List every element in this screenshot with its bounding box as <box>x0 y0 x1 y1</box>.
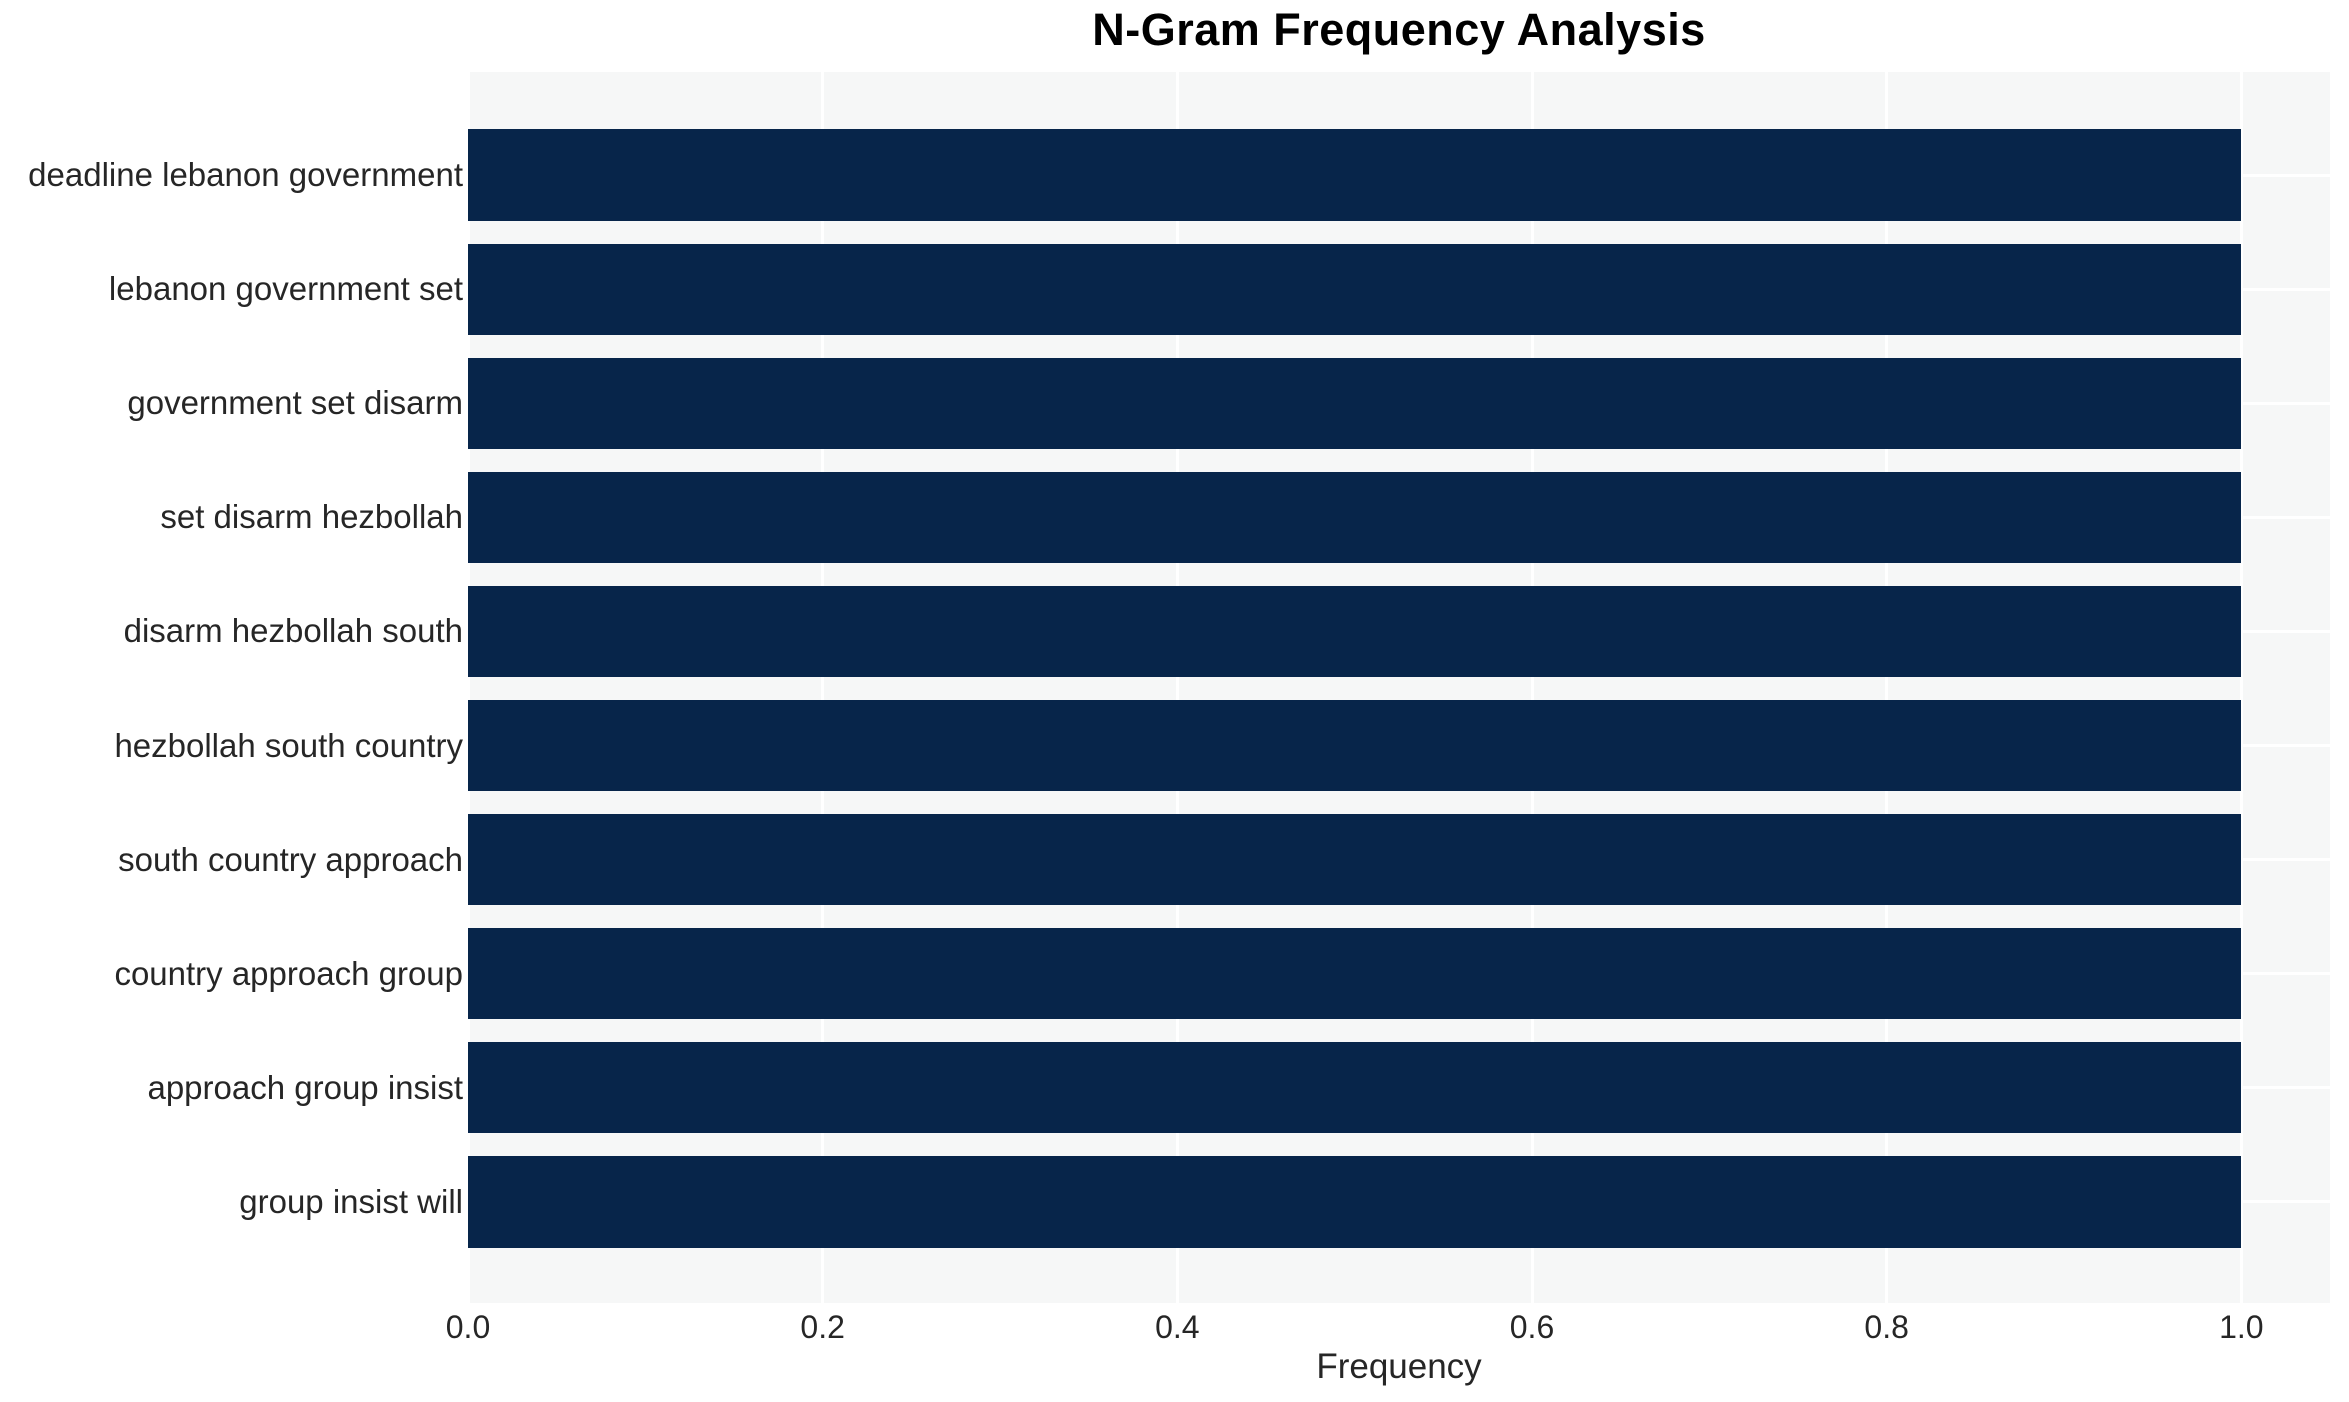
bar-row <box>468 574 2330 688</box>
category-label: hezbollah south country <box>114 726 463 764</box>
x-tick-label: 0.8 <box>1864 1309 1909 1345</box>
frequency-bar <box>468 585 2242 678</box>
frequency-bar <box>468 243 2242 335</box>
bar-row <box>468 917 2330 1031</box>
y-axis-category-labels: deadline lebanon government lebanon gover… <box>0 118 463 1259</box>
x-axis-title: Frequency <box>1316 1347 1482 1386</box>
frequency-bar <box>468 813 2242 906</box>
x-tick-label: 1.0 <box>2219 1309 2264 1345</box>
frequency-bar <box>468 129 2242 221</box>
category-label: deadline lebanon government <box>28 156 463 194</box>
category-label: group insist will <box>239 1182 463 1220</box>
bar-row <box>468 688 2330 802</box>
x-tick-label: 0.2 <box>800 1309 845 1345</box>
bar-row <box>468 346 2330 460</box>
chart-title: N-Gram Frequency Analysis <box>1092 4 1706 55</box>
frequency-bar <box>468 1156 2242 1248</box>
bar-row <box>468 460 2330 574</box>
bar-row <box>468 118 2330 232</box>
frequency-bar <box>468 1042 2242 1134</box>
x-gridline <box>2239 72 2243 1303</box>
x-tick-label: 0.0 <box>445 1309 491 1345</box>
frequency-bar <box>468 357 2242 449</box>
category-label: government set disarm <box>127 384 463 422</box>
x-tick-label: 0.4 <box>1155 1309 1200 1345</box>
bar-row <box>468 1145 2330 1259</box>
bar-row <box>468 803 2330 917</box>
bar-row <box>468 1031 2330 1145</box>
x-gridline <box>1175 72 1179 1303</box>
category-label: country approach group <box>114 954 463 992</box>
x-axis-ticks: 0.0 0.2 0.4 0.6 0.8 1.0 <box>446 1309 2330 1347</box>
category-label: disarm hezbollah south <box>123 612 463 650</box>
category-label: set disarm hezbollah <box>160 498 463 536</box>
category-label: south country approach <box>118 840 463 878</box>
x-gridline <box>1885 72 1889 1303</box>
x-gridline <box>1530 72 1534 1303</box>
category-label: approach group insist <box>147 1068 463 1106</box>
bar-rows <box>468 118 2330 1259</box>
bar-row <box>468 232 2330 346</box>
category-label: lebanon government set <box>108 270 463 308</box>
frequency-bar <box>468 699 2242 792</box>
frequency-bar <box>468 471 2242 563</box>
x-gridline <box>821 72 825 1303</box>
plot-area <box>466 72 2330 1303</box>
x-tick-label: 0.6 <box>1509 1309 1555 1345</box>
frequency-bar <box>468 928 2242 1020</box>
x-gridline <box>466 72 470 1303</box>
